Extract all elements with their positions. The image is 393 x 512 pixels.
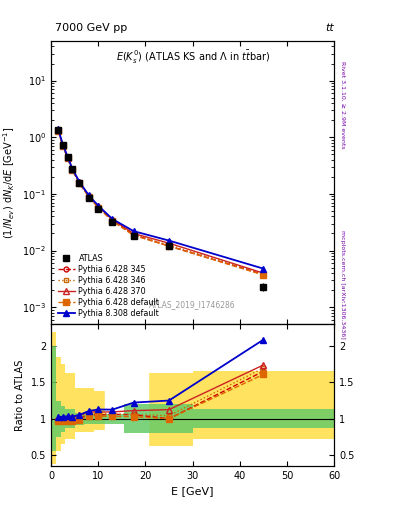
Text: mcplots.cern.ch [arXiv:1306.3436]: mcplots.cern.ch [arXiv:1306.3436] (340, 230, 345, 339)
Legend: ATLAS, Pythia 6.428 345, Pythia 6.428 346, Pythia 6.428 370, Pythia 6.428 defaul: ATLAS, Pythia 6.428 345, Pythia 6.428 34… (55, 251, 162, 320)
Text: Rivet 3.1.10, ≥ 2.9M events: Rivet 3.1.10, ≥ 2.9M events (340, 61, 345, 149)
Text: 7000 GeV pp: 7000 GeV pp (55, 23, 127, 33)
Text: ATLAS_2019_I1746286: ATLAS_2019_I1746286 (149, 300, 236, 309)
Y-axis label: Ratio to ATLAS: Ratio to ATLAS (15, 359, 25, 431)
Text: $E(K_s^0)$ (ATLAS KS and $\Lambda$ in $t\bar{t}$bar): $E(K_s^0)$ (ATLAS KS and $\Lambda$ in $t… (116, 50, 270, 67)
X-axis label: E [GeV]: E [GeV] (171, 486, 214, 496)
Y-axis label: $(1/N_{ev})$ d$N_K$/d$E$ [GeV$^{-1}$]: $(1/N_{ev})$ d$N_K$/d$E$ [GeV$^{-1}$] (1, 126, 17, 239)
Text: tt: tt (325, 23, 334, 33)
